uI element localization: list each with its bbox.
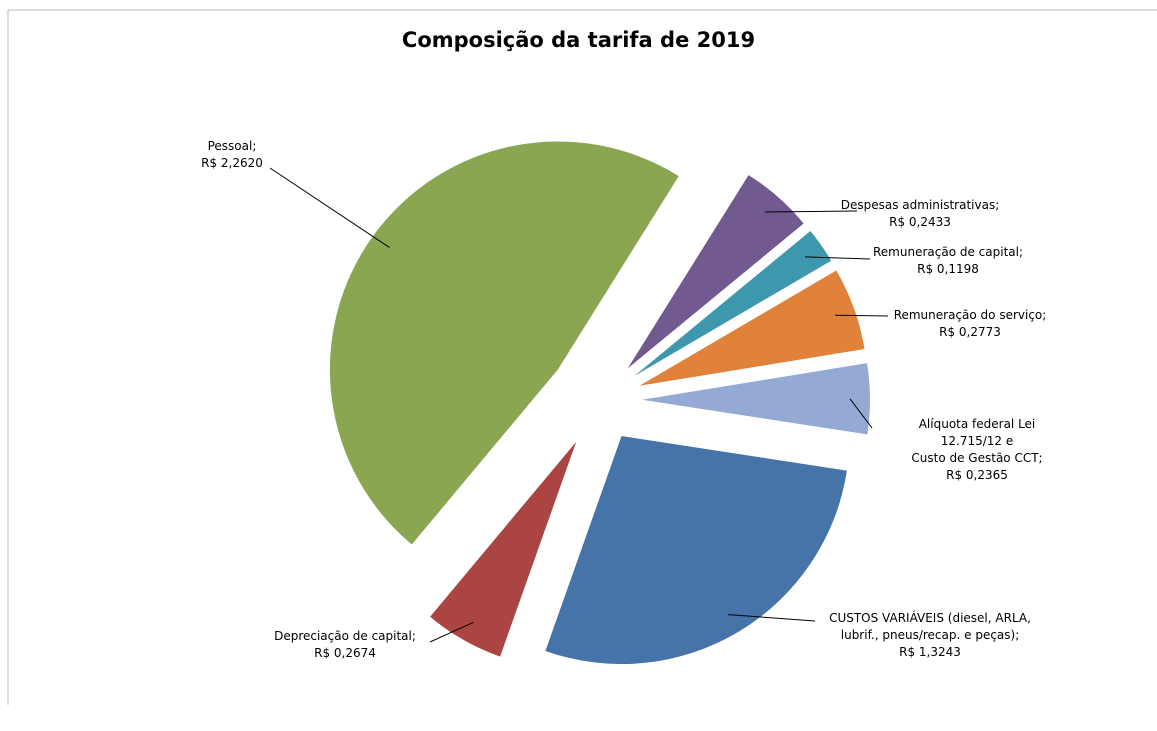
value-label: R$ 0,2433 — [889, 215, 951, 229]
value-label: R$ 0,1198 — [917, 262, 979, 276]
leader-line — [849, 398, 873, 429]
value-label: R$ 0,2773 — [939, 325, 1001, 339]
pie-slice — [329, 141, 679, 545]
slice-label: Depreciação de capital; — [274, 629, 416, 643]
leader-line — [804, 256, 871, 260]
slice-label: Alíquota federal Lei 12.715/12 e Custo d… — [911, 417, 1043, 465]
value-label: R$ 0,2365 — [946, 468, 1008, 482]
slice-label: Despesas administrativas; — [840, 198, 1000, 212]
pie-slice — [430, 441, 577, 657]
slice-label: Pessoal; — [207, 139, 257, 153]
slice-label: Remuneração de capital; — [872, 245, 1024, 259]
chart-title: Composição da tarifa de 2019 — [401, 28, 756, 52]
leader-line — [728, 614, 816, 622]
pie-slice — [627, 175, 804, 369]
value-label: R$ 2,2620 — [201, 156, 263, 170]
pie-slice — [639, 270, 865, 386]
value-label: R$ 0,2674 — [314, 646, 376, 660]
pie-slice — [545, 436, 847, 665]
pie-slice — [634, 230, 832, 376]
pie-slice — [641, 363, 870, 435]
slice-label: CUSTOS VARIÁVEIS (diesel, ARLA, lubrif.,… — [829, 611, 1031, 642]
leader-line — [835, 314, 889, 317]
leader-line — [764, 210, 858, 213]
value-label: R$ 1,3243 — [899, 645, 961, 659]
leader-line — [429, 621, 474, 643]
leader-line — [269, 167, 390, 248]
slice-label: Remuneração do serviço; — [893, 308, 1047, 322]
